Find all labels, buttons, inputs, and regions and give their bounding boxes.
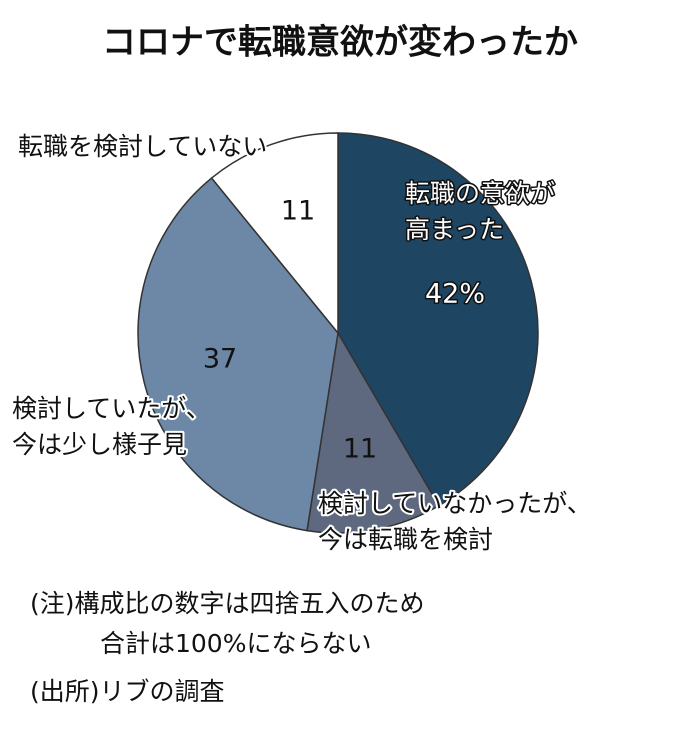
- chart-title: コロナで転職意欲が変わったか: [102, 23, 578, 63]
- category-label: 検討していたが、: [12, 394, 211, 423]
- category-label: 今は少し様子見: [12, 430, 187, 459]
- pie-slice: [210, 132, 339, 336]
- category-label: 転職を検討していない: [18, 132, 267, 161]
- value-label: 11: [343, 434, 377, 465]
- value-label: 37: [203, 344, 237, 375]
- pie-slice: [137, 176, 339, 532]
- note: (注)構成比の数字は四捨五入のため: [30, 589, 425, 618]
- note: 合計は100%にならない: [100, 629, 371, 658]
- category-label: 今は転職を検討: [318, 525, 493, 554]
- pie-slice: [337, 132, 539, 507]
- value-label: 11: [281, 196, 315, 227]
- value-label: 42%: [425, 279, 485, 310]
- category-label: 高まった: [405, 215, 504, 244]
- pie-slice: [306, 330, 440, 534]
- category-label: 検討していなかったが、: [318, 489, 592, 518]
- category-label: 転職の意欲が: [405, 179, 555, 208]
- source: (出所)リブの調査: [30, 677, 225, 706]
